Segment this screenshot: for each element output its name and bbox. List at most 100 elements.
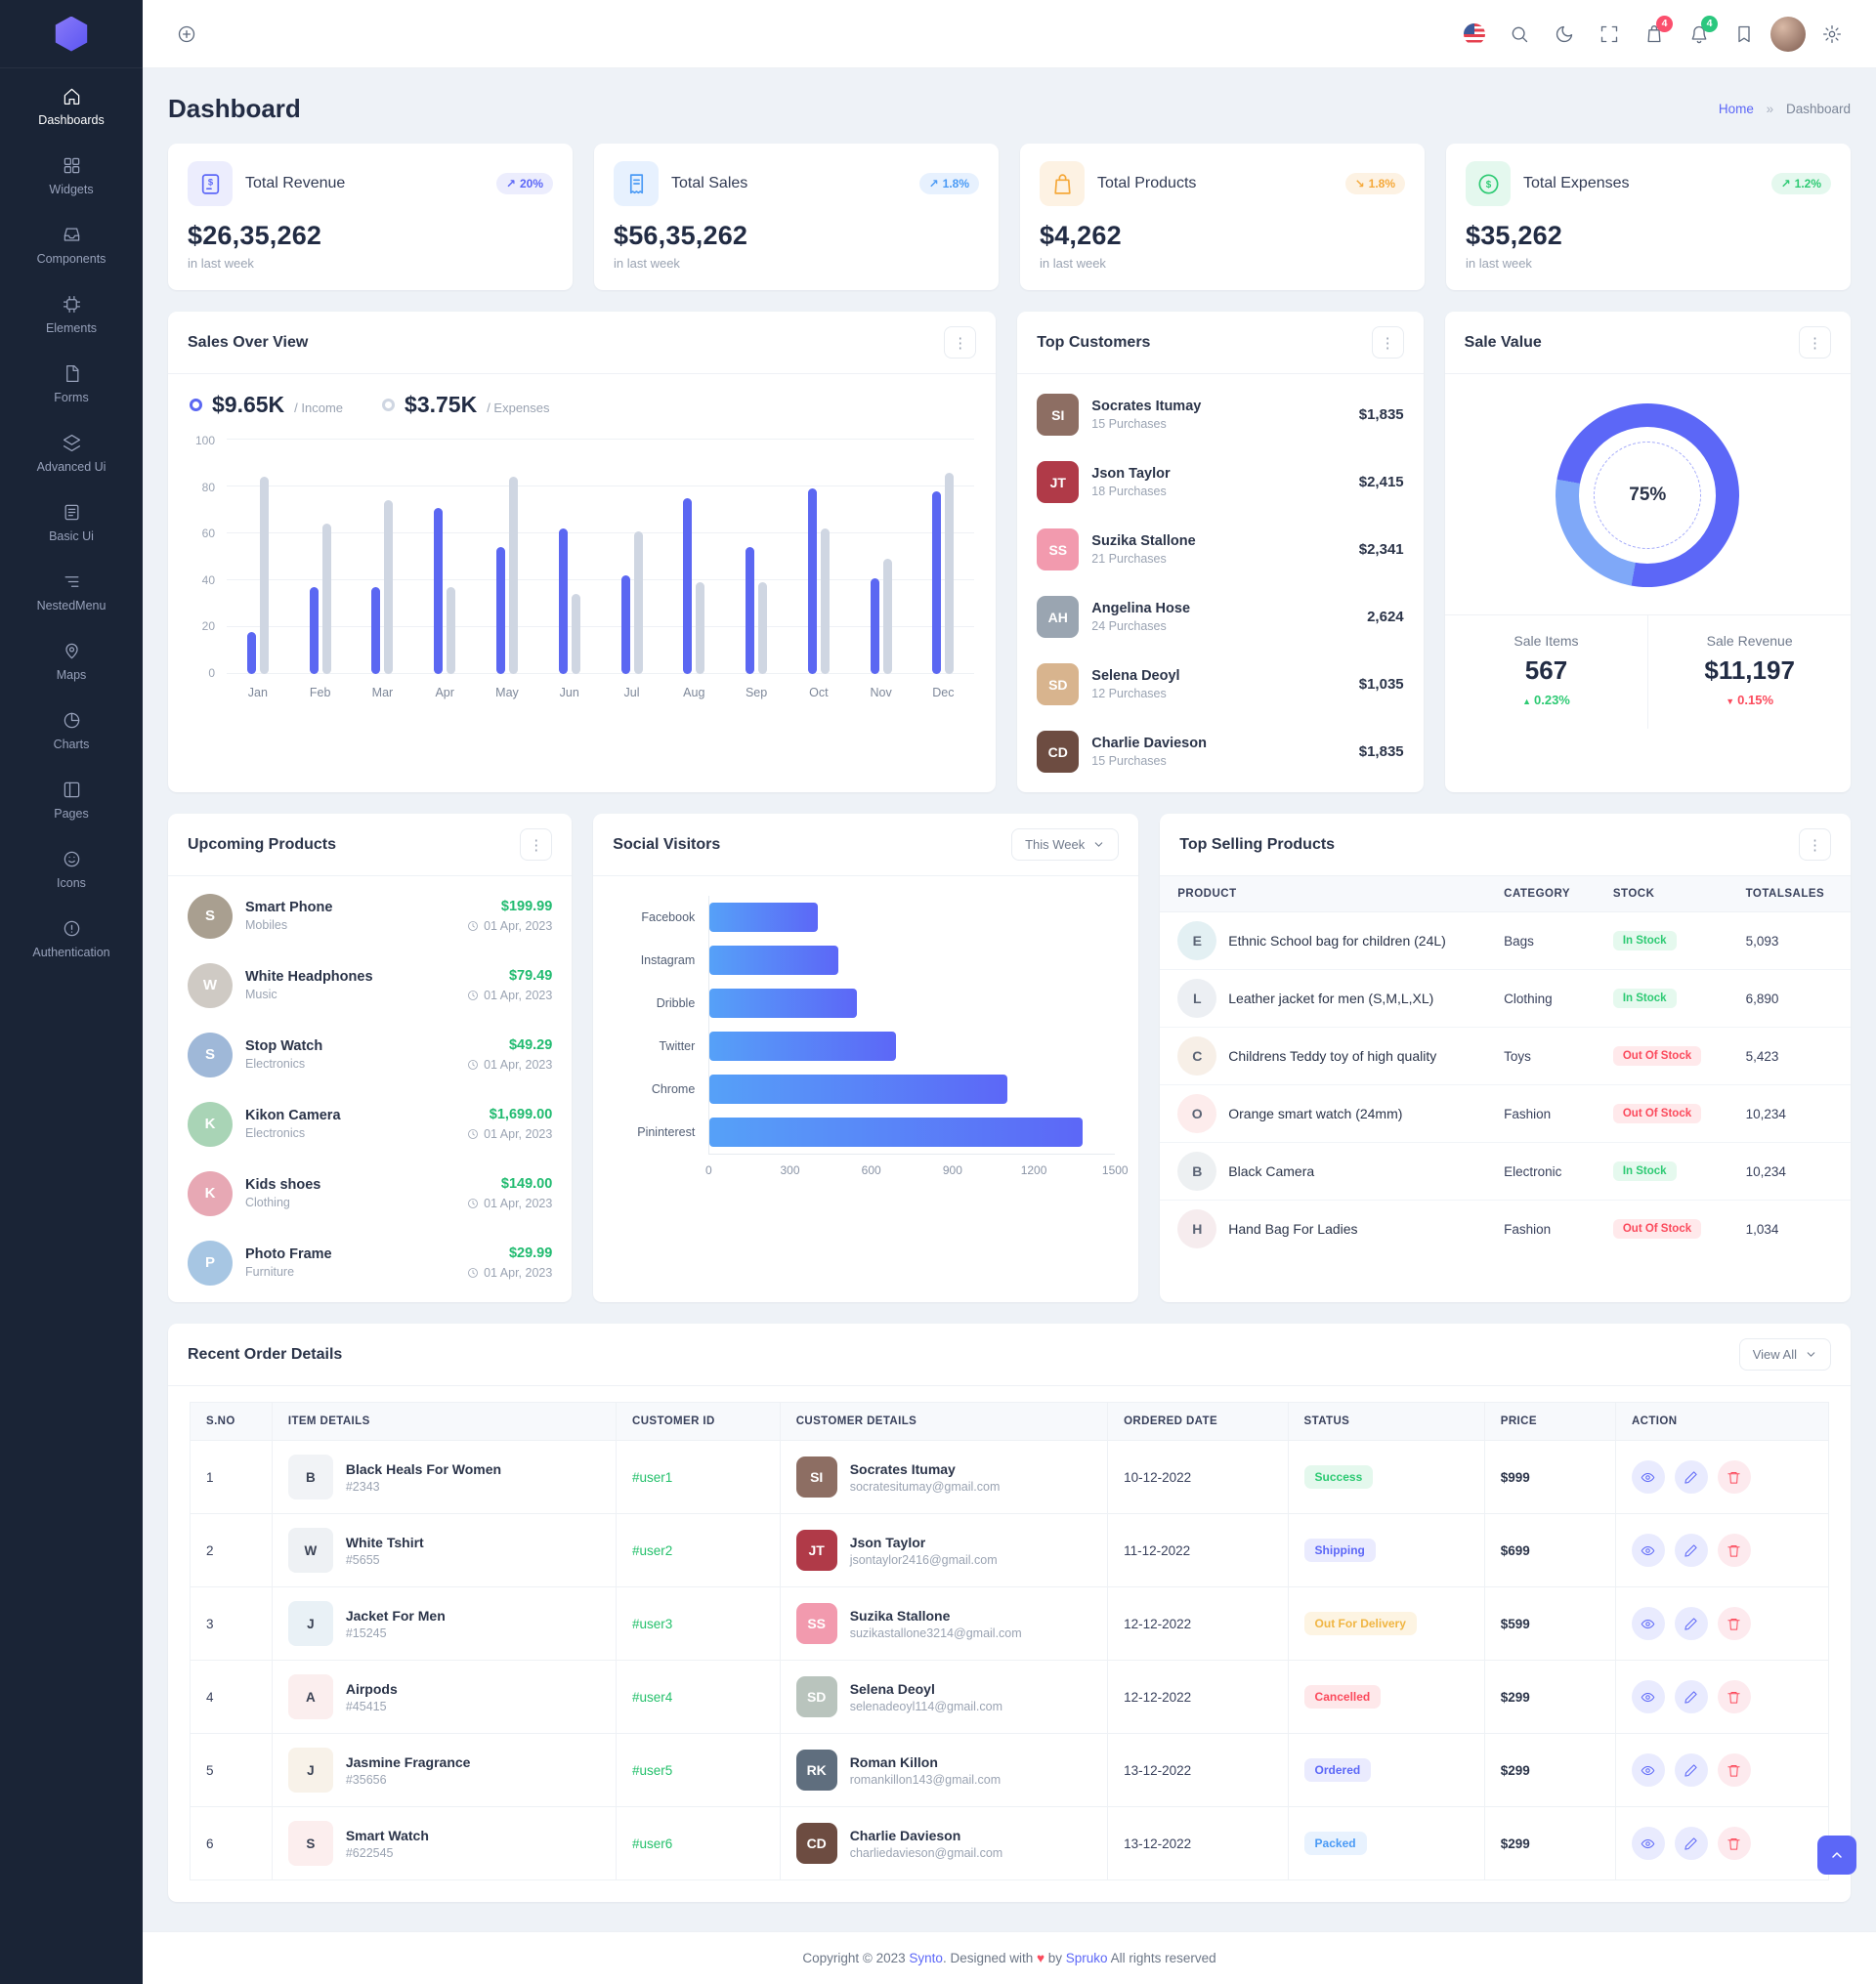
- order-view-button[interactable]: [1632, 1460, 1665, 1494]
- customer-id[interactable]: #user4: [632, 1690, 672, 1705]
- order-delete-button[interactable]: [1718, 1680, 1751, 1713]
- top-selling-row[interactable]: L Leather jacket for men (S,M,L,XL) Clot…: [1160, 970, 1851, 1028]
- top-customer-row[interactable]: SS Suzika Stallone 21 Purchases $2,341: [1037, 516, 1403, 583]
- income-bar[interactable]: [496, 547, 505, 674]
- upcoming-product-row[interactable]: S Stop Watch Electronics $49.29 01 Apr, …: [188, 1020, 552, 1089]
- customer-id[interactable]: #user6: [632, 1836, 672, 1851]
- top-customer-row[interactable]: SI Socrates Itumay 15 Purchases $1,835: [1037, 381, 1403, 448]
- top-customer-row[interactable]: JT Json Taylor 18 Purchases $2,415: [1037, 448, 1403, 516]
- income-bar[interactable]: [621, 575, 630, 674]
- order-view-button[interactable]: [1632, 1753, 1665, 1787]
- legend-income[interactable]: $9.65K / Income: [190, 392, 343, 418]
- order-view-button[interactable]: [1632, 1827, 1665, 1860]
- breadcrumb-home-link[interactable]: Home: [1719, 102, 1754, 116]
- expense-bar[interactable]: [883, 559, 892, 674]
- expense-bar[interactable]: [509, 477, 518, 674]
- upcoming-product-row[interactable]: S Smart Phone Mobiles $199.99 01 Apr, 20…: [188, 881, 552, 950]
- sidebar-toggle-button[interactable]: [168, 16, 205, 53]
- order-delete-button[interactable]: [1718, 1460, 1751, 1494]
- social-bar[interactable]: [709, 989, 857, 1018]
- order-edit-button[interactable]: [1675, 1607, 1708, 1640]
- social-bar[interactable]: [709, 1118, 1083, 1147]
- order-edit-button[interactable]: [1675, 1534, 1708, 1567]
- expense-bar[interactable]: [572, 594, 580, 674]
- sidebar-item-nestedmenu[interactable]: NestedMenu: [0, 558, 143, 627]
- view-all-select[interactable]: View All: [1739, 1338, 1831, 1371]
- more-options-button[interactable]: ⋮: [520, 828, 552, 861]
- order-delete-button[interactable]: [1718, 1827, 1751, 1860]
- legend-expenses[interactable]: $3.75K / Expenses: [382, 392, 550, 418]
- upcoming-product-row[interactable]: P Photo Frame Furniture $29.99 01 Apr, 2…: [188, 1228, 552, 1297]
- dark-mode-button[interactable]: [1546, 16, 1583, 53]
- sidebar-item-advanced-ui[interactable]: Advanced Ui: [0, 419, 143, 488]
- order-delete-button[interactable]: [1718, 1534, 1751, 1567]
- expense-bar[interactable]: [821, 528, 830, 674]
- top-customer-row[interactable]: CD Charlie Davieson 15 Purchases $1,835: [1037, 718, 1403, 785]
- income-bar[interactable]: [247, 632, 256, 674]
- more-options-button[interactable]: ⋮: [1372, 326, 1404, 359]
- income-bar[interactable]: [559, 528, 568, 674]
- income-bar[interactable]: [871, 578, 879, 674]
- user-avatar[interactable]: [1770, 17, 1806, 52]
- sidebar-item-icons[interactable]: Icons: [0, 835, 143, 905]
- sidebar-item-authentication[interactable]: Authentication: [0, 905, 143, 974]
- app-logo[interactable]: [0, 0, 143, 68]
- expense-bar[interactable]: [260, 477, 269, 674]
- expense-bar[interactable]: [447, 587, 455, 674]
- spruko-link[interactable]: Spruko: [1066, 1951, 1108, 1965]
- fullscreen-button[interactable]: [1591, 16, 1628, 53]
- upcoming-product-row[interactable]: W White Headphones Music $79.49 01 Apr, …: [188, 950, 552, 1020]
- customer-id[interactable]: #user1: [632, 1470, 672, 1485]
- order-view-button[interactable]: [1632, 1534, 1665, 1567]
- customer-id[interactable]: #user3: [632, 1617, 672, 1631]
- sidebar-item-components[interactable]: Components: [0, 211, 143, 280]
- expense-bar[interactable]: [634, 531, 643, 674]
- settings-button[interactable]: [1813, 16, 1851, 53]
- search-button[interactable]: [1501, 16, 1538, 53]
- sidebar-item-maps[interactable]: Maps: [0, 627, 143, 697]
- order-edit-button[interactable]: [1675, 1680, 1708, 1713]
- top-selling-row[interactable]: H Hand Bag For Ladies Fashion Out Of Sto…: [1160, 1201, 1851, 1258]
- expense-bar[interactable]: [696, 582, 704, 674]
- more-options-button[interactable]: ⋮: [944, 326, 976, 359]
- social-bar[interactable]: [709, 946, 837, 975]
- scroll-to-top-button[interactable]: [1817, 1836, 1856, 1875]
- top-selling-row[interactable]: C Childrens Teddy toy of high quality To…: [1160, 1028, 1851, 1085]
- top-selling-row[interactable]: E Ethnic School bag for children (24L) B…: [1160, 912, 1851, 970]
- income-bar[interactable]: [310, 587, 319, 674]
- sidebar-item-elements[interactable]: Elements: [0, 280, 143, 350]
- expense-bar[interactable]: [384, 500, 393, 674]
- notifications-button[interactable]: 4: [1681, 16, 1718, 53]
- customer-id[interactable]: #user5: [632, 1763, 672, 1778]
- expense-bar[interactable]: [322, 524, 331, 674]
- social-bar[interactable]: [709, 1075, 1006, 1104]
- expense-bar[interactable]: [758, 582, 767, 674]
- order-view-button[interactable]: [1632, 1607, 1665, 1640]
- cart-button[interactable]: 4: [1636, 16, 1673, 53]
- upcoming-product-row[interactable]: K Kids shoes Clothing $149.00 01 Apr, 20…: [188, 1159, 552, 1228]
- sidebar-item-widgets[interactable]: Widgets: [0, 142, 143, 211]
- more-options-button[interactable]: ⋮: [1799, 326, 1831, 359]
- upcoming-product-row[interactable]: K Kikon Camera Electronics $1,699.00 01 …: [188, 1089, 552, 1159]
- sidebar-item-charts[interactable]: Charts: [0, 697, 143, 766]
- language-button[interactable]: [1456, 16, 1493, 53]
- synto-link[interactable]: Synto: [909, 1951, 943, 1965]
- order-delete-button[interactable]: [1718, 1753, 1751, 1787]
- income-bar[interactable]: [371, 587, 380, 674]
- sidebar-item-dashboards[interactable]: Dashboards: [0, 72, 143, 142]
- income-bar[interactable]: [434, 508, 443, 674]
- social-bar[interactable]: [709, 1032, 896, 1061]
- order-edit-button[interactable]: [1675, 1827, 1708, 1860]
- top-customer-row[interactable]: AH Angelina Hose 24 Purchases 2,624: [1037, 583, 1403, 651]
- top-selling-row[interactable]: O Orange smart watch (24mm) Fashion Out …: [1160, 1085, 1851, 1143]
- customer-id[interactable]: #user2: [632, 1543, 672, 1558]
- sidebar-item-basic-ui[interactable]: Basic Ui: [0, 488, 143, 558]
- bookmark-button[interactable]: [1726, 16, 1763, 53]
- income-bar[interactable]: [808, 488, 817, 674]
- social-bar[interactable]: [709, 903, 818, 932]
- sidebar-item-forms[interactable]: Forms: [0, 350, 143, 419]
- expense-bar[interactable]: [945, 473, 954, 674]
- top-customer-row[interactable]: SD Selena Deoyl 12 Purchases $1,035: [1037, 651, 1403, 718]
- order-view-button[interactable]: [1632, 1680, 1665, 1713]
- income-bar[interactable]: [746, 547, 754, 674]
